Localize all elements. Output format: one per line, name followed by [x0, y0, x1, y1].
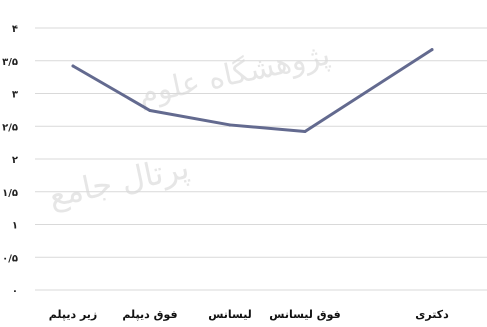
y-tick-label: ۱/۵ [2, 188, 18, 199]
data-point [71, 64, 75, 68]
x-category-label: دکتری [415, 308, 449, 321]
x-category-label: فوق دیپلم [122, 308, 177, 321]
y-tick-label: ۳ [12, 90, 18, 101]
y-tick-label: ۰ [12, 286, 18, 297]
data-point [430, 48, 434, 52]
y-tick-label: ۴ [12, 24, 18, 35]
series-group [71, 48, 434, 133]
y-tick-label: ۲ [12, 155, 18, 166]
y-tick-label: ۲/۵ [2, 122, 18, 133]
watermark-line1: پژوهشگاه علوم [135, 37, 333, 112]
gridlines [35, 27, 487, 291]
x-axis-category-labels: زیر دیپلم فوق دیپلم لیسانس فوق لیسانس دکتری [49, 308, 449, 321]
data-point [228, 123, 232, 127]
x-category-label: لیسانس [208, 308, 252, 321]
y-tick-label: ۱ [12, 221, 18, 232]
y-axis-tick-labels: ۴ ۳/۵ ۳ ۲/۵ ۲ ۱/۵ ۱ ۰/۵ ۰ [2, 24, 18, 297]
x-category-label: زیر دیپلم [49, 308, 98, 321]
watermark-line2: پرتال جامع [45, 148, 192, 215]
data-point [303, 129, 307, 133]
data-point [148, 109, 152, 113]
y-tick-label: ۳/۵ [2, 57, 18, 68]
y-tick-label: ۰/۵ [2, 253, 18, 264]
x-category-label: فوق لیسانس [269, 308, 340, 321]
